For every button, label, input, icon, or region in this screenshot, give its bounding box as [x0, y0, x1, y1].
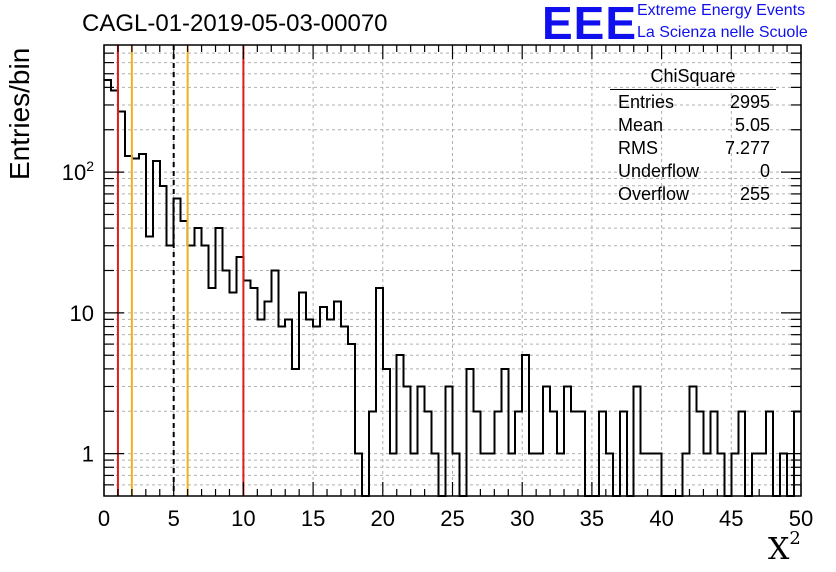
y-axis-label: Entries/bin [4, 47, 35, 180]
x-tick-label: 25 [440, 506, 464, 531]
stats-label: Entries [618, 92, 675, 112]
logo-tagline-2: La Scienza nelle Scuole [637, 24, 808, 41]
histogram-series [104, 79, 801, 497]
stats-row-entries: Entries 2995 [610, 92, 776, 115]
x-axis-label-base: X [768, 532, 790, 567]
logo-tagline-1: Extreme Energy Events [637, 2, 806, 19]
x-axis-label-superscript: 2 [789, 528, 801, 549]
stats-value: 0 [759, 161, 770, 181]
eee-logo: EEE [542, 0, 638, 49]
x-tick-label: 15 [301, 506, 325, 531]
stats-label: RMS [618, 138, 658, 158]
stats-row-underflow: Underflow 0 [610, 161, 776, 184]
y-tick-label: 1 [82, 442, 94, 467]
x-tick-label: 45 [719, 506, 743, 531]
x-tick-label: 5 [168, 506, 180, 531]
x-tick-label: 10 [231, 506, 255, 531]
x-axis-label: X2 [768, 528, 801, 567]
stats-label: Underflow [618, 161, 700, 181]
x-tick-label: 50 [789, 506, 813, 531]
stats-value: 255 [739, 184, 770, 204]
x-tick-label: 30 [510, 506, 534, 531]
y-tick-label: 10 [70, 301, 94, 326]
stats-row-rms: RMS 7.277 [610, 138, 776, 161]
stats-value: 7.277 [724, 138, 770, 158]
y-tick-exponent: 2 [86, 158, 94, 174]
stats-label: Overflow [618, 184, 690, 204]
y-tick-label: 102 [62, 158, 94, 185]
stats-value: 2995 [729, 92, 770, 112]
x-tick-label: 35 [580, 506, 604, 531]
stats-label: Mean [618, 115, 664, 135]
x-tick-label: 20 [371, 506, 395, 531]
stats-row-mean: Mean 5.05 [610, 115, 776, 138]
x-tick-label: 0 [98, 506, 110, 531]
stats-title: ChiSquare [610, 66, 776, 90]
x-tick-label: 40 [649, 506, 673, 531]
stats-row-overflow: Overflow 255 [610, 184, 776, 207]
stats-value: 5.05 [734, 115, 770, 135]
chart-title: CAGL-01-2019-05-03-00070 [82, 10, 388, 37]
stats-box: ChiSquare Entries 2995 Mean 5.05 RMS 7.2… [610, 66, 776, 207]
